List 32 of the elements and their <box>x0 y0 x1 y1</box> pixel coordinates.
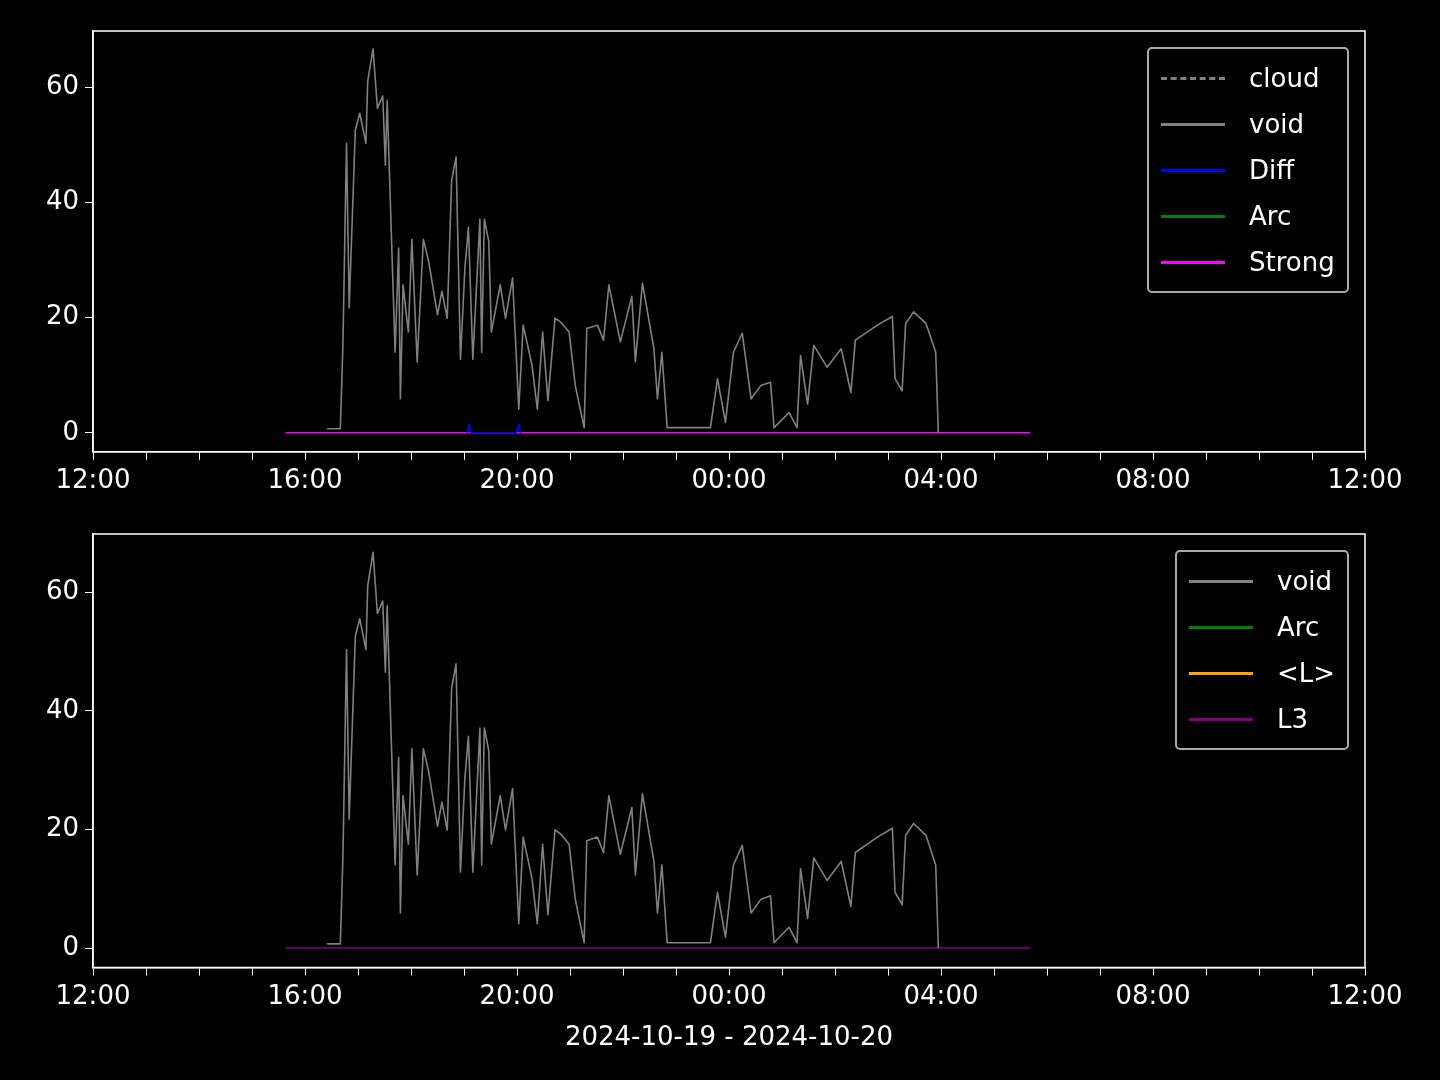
y-tick-label: 0 <box>62 415 79 446</box>
y-tick-label: 60 <box>45 574 79 605</box>
y-tick-label: 20 <box>45 812 79 843</box>
x-tick-label: 00:00 <box>691 979 767 1010</box>
x-tick-label: 16:00 <box>267 464 343 495</box>
y-tick-label: 40 <box>45 693 79 724</box>
legend-label: <L> <box>1277 657 1336 690</box>
x-tick-label: 20:00 <box>479 979 555 1010</box>
legend-label: Arc <box>1277 611 1320 644</box>
y-tick-label: 20 <box>45 300 79 331</box>
legend-label: Diff <box>1249 154 1295 187</box>
legend-label: L3 <box>1277 703 1309 736</box>
x-tick-label: 12:00 <box>1327 979 1403 1010</box>
x-tick-label: 04:00 <box>903 464 979 495</box>
legend-label: void <box>1277 565 1333 598</box>
x-tick-label: 12:00 <box>55 979 131 1010</box>
x-tick-label: 00:00 <box>691 464 767 495</box>
x-tick-label: 04:00 <box>903 979 979 1010</box>
x-tick-label: 12:00 <box>55 464 131 495</box>
x-tick-label: 12:00 <box>1327 464 1403 495</box>
y-tick-label: 0 <box>62 930 79 961</box>
x-tick-label: 20:00 <box>479 464 555 495</box>
y-tick-label: 60 <box>45 70 79 101</box>
x-tick-label: 16:00 <box>267 979 343 1010</box>
x-axis-title: 2024-10-19 - 2024-10-20 <box>564 1021 894 1052</box>
legend-label: Arc <box>1249 200 1292 233</box>
legend-label: Strong <box>1249 246 1335 279</box>
y-tick-label: 40 <box>45 185 79 216</box>
x-tick-label: 08:00 <box>1115 979 1191 1010</box>
x-tick-label: 08:00 <box>1115 464 1191 495</box>
legend-label: cloud <box>1249 62 1320 95</box>
legend-label: void <box>1249 108 1305 141</box>
